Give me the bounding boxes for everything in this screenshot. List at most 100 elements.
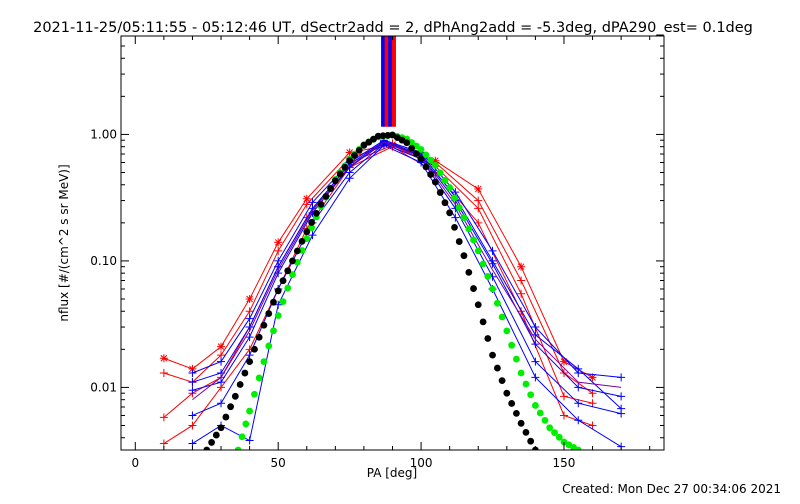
red-point-marker <box>474 185 483 194</box>
red-point-marker <box>588 373 597 382</box>
black-fit-point <box>231 392 239 400</box>
green-fit-point <box>498 313 506 321</box>
black-fit-point <box>451 223 458 231</box>
red-point-marker <box>517 276 526 285</box>
black-fit-point <box>284 267 292 275</box>
green-fit-point <box>531 402 539 409</box>
black-fit-point <box>341 163 349 171</box>
black-fit-point <box>203 446 211 450</box>
red-point-marker <box>302 200 311 209</box>
blue-point-marker <box>488 256 497 265</box>
y-tick-label: 1.00 <box>90 127 117 141</box>
black-fit-point <box>317 200 325 208</box>
black-fit-point <box>360 141 368 149</box>
created-footer: Created: Mon Dec 27 00:34:06 2021 <box>562 482 781 496</box>
blue-point-marker <box>574 383 583 392</box>
black-fit-point <box>331 177 339 185</box>
red-point-marker <box>474 204 483 213</box>
y-tick-label: 0.10 <box>90 254 117 268</box>
black-fit-point <box>522 428 530 436</box>
black-fit-point <box>222 413 230 421</box>
black-fit-point <box>398 136 406 144</box>
green-fit-point <box>436 169 444 177</box>
green-fit-point <box>417 146 425 153</box>
blue-point-marker <box>245 314 254 323</box>
green-fit-point <box>251 390 258 398</box>
y-axis-label: nflux [#/(cm^2 s sr MeV)] <box>57 164 71 321</box>
black-fit-point <box>436 189 444 196</box>
blue-point-marker <box>217 378 226 387</box>
spike-bar <box>381 36 386 127</box>
black-fit-point <box>370 135 377 143</box>
green-fit-point <box>522 380 530 388</box>
red-point-marker <box>559 392 568 401</box>
green-fit-point <box>512 355 520 363</box>
blue-point-marker <box>245 351 254 360</box>
black-fit-point <box>427 171 435 178</box>
red-point-marker <box>588 399 597 408</box>
blue-point-marker <box>245 436 254 445</box>
black-fit-point <box>527 437 535 445</box>
black-fit-point <box>517 419 525 427</box>
green-fit-point <box>503 327 511 335</box>
red-point-marker <box>188 421 197 430</box>
red-point-marker <box>245 294 254 303</box>
x-tick-label: 50 <box>271 456 286 470</box>
green-fit-point <box>431 161 439 169</box>
green-fit-point <box>427 156 435 164</box>
green-fit-point <box>265 342 273 350</box>
black-fit-point <box>422 163 430 171</box>
red-point-marker <box>217 342 226 351</box>
green-fit-point <box>570 443 577 450</box>
green-fit-point <box>517 369 525 377</box>
black-fit-point <box>298 237 306 245</box>
green-fit-point <box>551 429 558 436</box>
black-fit-point <box>322 192 330 200</box>
black-fit-point <box>260 321 268 329</box>
black-fit-point <box>351 152 358 159</box>
blue-point-marker <box>217 399 226 408</box>
green-fit-point <box>238 433 246 441</box>
black-fit-point <box>308 219 316 226</box>
black-fit-point <box>265 310 273 317</box>
blue-point-marker <box>188 411 197 420</box>
blue-point-marker <box>617 373 626 382</box>
x-axis-label: PA [deg] <box>367 466 417 480</box>
red-point-marker <box>159 413 168 422</box>
blue-point-marker <box>531 340 540 349</box>
black-fit-point <box>270 298 277 306</box>
green-fit-point <box>255 374 263 382</box>
black-fit-point <box>465 268 473 276</box>
blue-point-marker <box>245 333 254 342</box>
green-fit-point <box>284 284 292 292</box>
green-fit-point <box>527 391 535 399</box>
purple-series-line <box>192 141 622 401</box>
black-fit-point <box>246 358 254 365</box>
blue-point-marker <box>574 364 583 373</box>
blue-series-line <box>192 143 622 416</box>
red-point-marker <box>588 421 597 430</box>
green-fit-point <box>484 273 492 280</box>
blue-point-marker <box>451 213 460 222</box>
green-fit-point <box>234 446 242 450</box>
green-fit-point <box>246 407 254 415</box>
green-fit-point <box>260 358 268 365</box>
black-fit-point <box>355 146 363 154</box>
black-fit-point <box>412 150 420 157</box>
black-fit-point <box>336 170 344 178</box>
axes: 0 50 100 150 0.01 0.10 1.00 <box>90 35 664 470</box>
black-fit-point <box>479 318 487 326</box>
x-tick-label: 0 <box>131 456 139 470</box>
red-point-marker <box>559 357 568 366</box>
red-point-marker <box>245 307 254 316</box>
green-fit-point <box>465 225 473 233</box>
black-fit-point <box>441 199 449 207</box>
green-fit-point <box>308 224 316 232</box>
green-fit-point <box>446 184 454 191</box>
black-fit-point <box>408 144 416 152</box>
black-fit-point <box>460 252 468 260</box>
black-fit-point <box>493 364 501 372</box>
green-fit-point <box>455 204 463 212</box>
red-point-marker <box>159 354 168 363</box>
red-point-marker <box>474 218 483 227</box>
